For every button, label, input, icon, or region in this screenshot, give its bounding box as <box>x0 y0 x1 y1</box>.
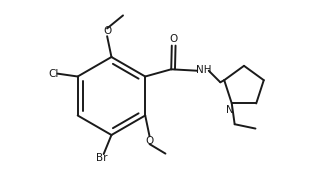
Text: Br: Br <box>96 152 107 162</box>
Text: O: O <box>169 34 177 44</box>
Text: O: O <box>145 137 154 146</box>
Text: Cl: Cl <box>48 69 58 79</box>
Text: NH: NH <box>196 65 211 75</box>
Text: O: O <box>103 26 111 36</box>
Text: N: N <box>226 105 234 115</box>
